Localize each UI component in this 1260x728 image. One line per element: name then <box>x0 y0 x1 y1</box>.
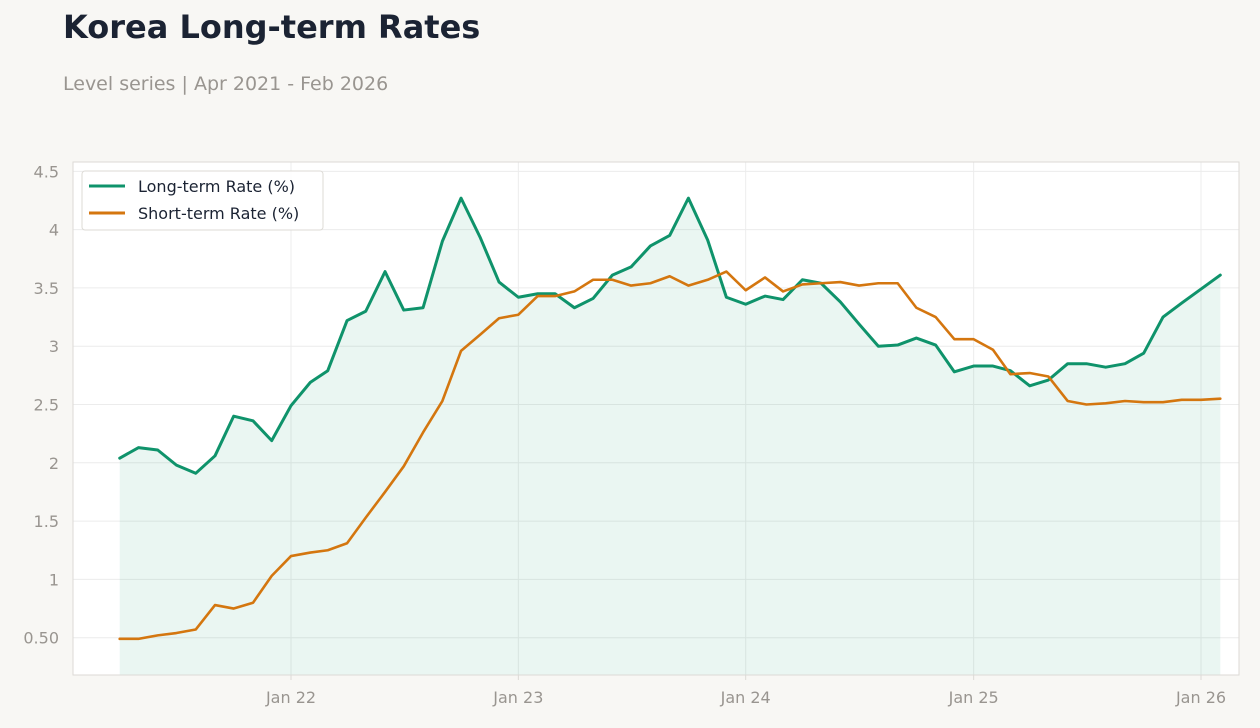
y-tick-label: 4 <box>49 221 59 240</box>
y-tick-label: 1.5 <box>34 512 59 531</box>
plot-border <box>72 161 1240 676</box>
x-axis-ticks: Jan 22 Jan 23 Jan 24 Jan 25 Jan 26 <box>265 675 1226 707</box>
short-term-rate-line <box>118 270 1222 641</box>
grid-lines <box>73 162 1239 675</box>
y-axis-ticks: 0.50 1 1.5 2 2.5 3 3.5 4 4.5 <box>23 162 59 647</box>
y-tick-label: 3 <box>49 337 59 356</box>
x-tick-label: Jan 24 <box>720 688 771 707</box>
y-tick-label: 1 <box>49 570 59 589</box>
legend-label-short-term-rate: Short-term Rate (%) <box>138 204 299 223</box>
chart-title: Korea Long-term Rates <box>63 8 481 46</box>
y-tick-label: 0.50 <box>23 629 59 648</box>
y-tick-label: 2 <box>49 454 59 473</box>
x-tick-label: Jan 22 <box>265 688 316 707</box>
legend-label-long-term-rate: Long-term Rate (%) <box>138 177 295 196</box>
legend: Long-term Rate (%) Short-term Rate (%) <box>81 170 324 231</box>
legend-box <box>81 170 324 231</box>
x-tick-label: Jan 23 <box>492 688 543 707</box>
y-tick-label: 2.5 <box>34 396 59 415</box>
chart-subtitle: Level series | Apr 2021 - Feb 2026 <box>63 73 389 95</box>
series-lines <box>118 196 1222 641</box>
x-tick-label: Jan 25 <box>948 688 999 707</box>
x-tick-label: Jan 26 <box>1175 688 1226 707</box>
plot-area <box>73 162 1239 675</box>
y-tick-label: 4.5 <box>34 162 59 181</box>
long-term-area-fill <box>119 198 1221 675</box>
y-tick-label: 3.5 <box>34 279 59 298</box>
long-term-rate-line <box>118 196 1222 475</box>
